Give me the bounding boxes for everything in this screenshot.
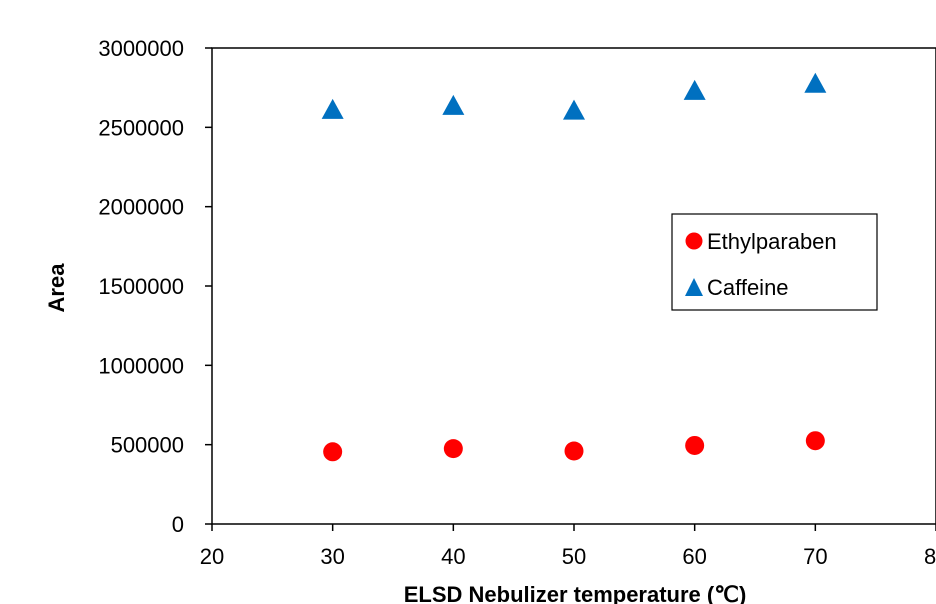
data-point-ethylparaben <box>685 435 705 455</box>
legend-label-ethylparaben: Ethylparaben <box>707 229 837 254</box>
legend-box <box>671 213 878 311</box>
data-point-ethylparaben <box>443 439 463 459</box>
x-axis-title: ELSD Nebulizer temperature (℃) <box>404 582 747 604</box>
y-axis-title: Area <box>44 263 69 313</box>
data-point-caffeine <box>804 72 827 93</box>
legend-marker-caffeine <box>685 278 703 296</box>
y-tick-label: 1000000 <box>98 353 184 378</box>
y-tick-label: 3000000 <box>98 36 184 61</box>
legend-marker-ethylparaben <box>685 232 703 250</box>
x-axis: 20 30 40 50 60 70 8 <box>200 524 936 569</box>
y-axis: 0 500000 1000000 1500000 2000000 2500000 30000… <box>98 36 212 537</box>
y-tick-label: 1500000 <box>98 274 184 299</box>
y-tick-label: 2000000 <box>98 195 184 220</box>
x-tick-label: 70 <box>803 544 827 569</box>
data-point-caffeine <box>442 94 465 115</box>
data-point-caffeine <box>321 98 344 119</box>
data-points <box>321 72 827 462</box>
data-point-caffeine <box>563 99 585 120</box>
data-point-caffeine <box>683 79 706 100</box>
data-point-ethylparaben <box>805 431 825 451</box>
x-tick-label: 50 <box>562 544 586 569</box>
x-tick-label: 60 <box>682 544 706 569</box>
legend-label-caffeine: Caffeine <box>707 275 789 300</box>
y-tick-label: 0 <box>172 512 184 537</box>
y-tick-label: 2500000 <box>98 115 184 140</box>
y-tick-label: 500000 <box>111 433 184 458</box>
data-point-ethylparaben <box>323 442 343 462</box>
x-tick-label: 40 <box>441 544 465 569</box>
x-tick-label: 30 <box>320 544 344 569</box>
data-point-ethylparaben <box>564 441 584 461</box>
legend: Ethylparaben Caffeine <box>671 213 878 311</box>
x-tick-label: 8 <box>924 544 936 569</box>
x-tick-label: 20 <box>200 544 224 569</box>
